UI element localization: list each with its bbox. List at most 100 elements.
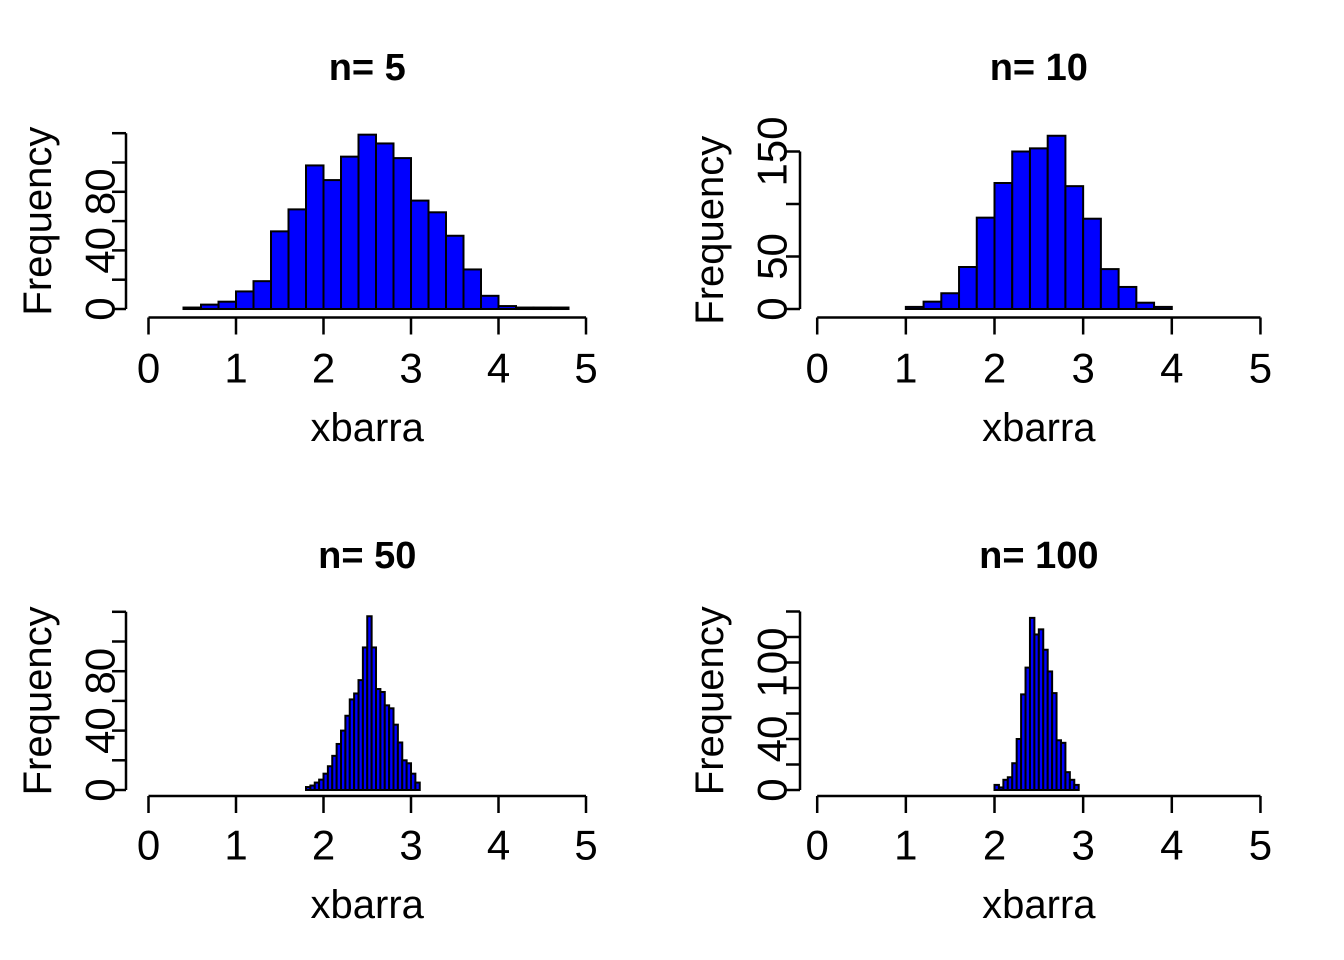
y-axis: 0 40 100: [749, 610, 802, 802]
histogram-bar: [1046, 134, 1067, 310]
histogram-bar: [182, 306, 202, 311]
histogram-bar: [414, 781, 421, 792]
x-axis: 0 1 2 3 4 5: [137, 316, 598, 392]
histogram-bar: [1064, 185, 1085, 310]
x-tick-label: 2: [312, 822, 335, 869]
x-axis: 0 1 2 3 4 5: [806, 794, 1272, 869]
histogram-svg-n5: 0 1 2 3 4 5 0 40 80 n= 5 xbarra Frequency: [16, 47, 598, 450]
y-tick-label: 50: [749, 233, 796, 280]
histogram-bar: [1135, 301, 1156, 311]
histogram-bar: [1059, 741, 1067, 791]
x-axis-title: xbarra: [311, 883, 425, 927]
panel-title: n= 100: [979, 535, 1098, 577]
histogram-bar: [550, 306, 570, 311]
x-tick-label: 0: [137, 822, 160, 869]
histogram-bar: [375, 142, 395, 310]
y-tick-label: 40: [77, 227, 124, 274]
x-tick-label: 5: [574, 822, 597, 869]
histogram-bar: [975, 216, 996, 310]
x-tick-label: 1: [224, 345, 247, 392]
histogram-bar: [410, 199, 430, 310]
x-tick-label: 4: [1160, 345, 1183, 392]
x-axis: 0 1 2 3 4 5: [137, 794, 598, 869]
histogram-bar: [904, 305, 925, 310]
y-tick-label: 80: [77, 168, 124, 215]
histogram-bar: [287, 208, 307, 311]
histogram-bar: [993, 182, 1014, 310]
histogram-bar: [922, 300, 943, 310]
y-tick-label: 0: [749, 297, 796, 320]
y-tick-label: 100: [749, 627, 796, 697]
histogram-bar: [427, 211, 447, 310]
x-tick-label: 1: [894, 822, 917, 869]
histogram-bar: [1028, 147, 1049, 310]
y-tick-label: 40: [749, 716, 796, 763]
x-tick-label: 0: [137, 345, 160, 392]
histogram-bar: [1011, 150, 1031, 310]
bars-group: [182, 133, 570, 311]
histogram-panel-n50: 0 1 2 3 4 5 0 40 80 n= 50 xbarra Frequency: [0, 480, 672, 960]
histogram-bar: [340, 155, 360, 310]
y-tick-label: 0: [77, 778, 124, 801]
y-axis-title: Frequency: [16, 127, 60, 316]
x-tick-label: 1: [894, 345, 917, 392]
y-tick-label: 0: [749, 778, 796, 801]
histogram-svg-n10: 0 1 2 3 4 5 0 50 150 n= 10 xbarra Frequency: [688, 47, 1272, 450]
x-tick-label: 0: [806, 345, 829, 392]
histogram-bar: [497, 305, 517, 311]
y-axis: 0 40 80: [77, 131, 128, 321]
histogram-bar: [445, 234, 465, 310]
x-tick-label: 5: [1249, 345, 1272, 392]
x-tick-label: 3: [1071, 345, 1094, 392]
histogram-bar: [532, 306, 552, 311]
x-tick-label: 2: [312, 345, 335, 392]
bars-group: [305, 615, 421, 792]
histogram-bar: [1099, 268, 1120, 311]
x-tick-label: 1: [224, 822, 247, 869]
y-axis-title: Frequency: [16, 606, 60, 795]
x-tick-label: 3: [399, 822, 422, 869]
y-tick-label: 40: [77, 707, 124, 754]
histogram-bar: [392, 157, 412, 310]
x-tick-label: 4: [487, 345, 510, 392]
y-tick-label: 0: [77, 297, 124, 320]
histogram-bar: [357, 133, 377, 310]
bars-group: [904, 134, 1173, 311]
x-tick-label: 5: [574, 345, 597, 392]
x-axis-title: xbarra: [982, 883, 1096, 927]
y-axis: 0 50 150: [749, 116, 802, 321]
histogram-bar: [217, 300, 237, 311]
panel-title: n= 5: [329, 47, 406, 89]
histogram-panel-n10: 0 1 2 3 4 5 0 50 150 n= 10 xbarra Frequency: [672, 0, 1344, 480]
x-tick-label: 3: [399, 345, 422, 392]
histogram-bar: [1073, 783, 1080, 791]
histogram-bar: [1153, 305, 1173, 310]
histogram-bar: [1082, 217, 1102, 310]
histogram-bar: [958, 266, 978, 310]
x-tick-label: 2: [983, 345, 1006, 392]
x-axis-title: xbarra: [311, 406, 425, 450]
panel-title: n= 50: [318, 535, 416, 577]
histogram-bar: [462, 268, 482, 310]
histogram-bar: [305, 164, 325, 310]
x-tick-label: 2: [983, 822, 1006, 869]
histogram-bar: [270, 230, 290, 311]
y-axis-title: Frequency: [688, 606, 732, 795]
x-tick-label: 4: [487, 822, 510, 869]
histogram-bar: [1117, 285, 1138, 311]
y-axis: 0 40 80: [77, 610, 128, 802]
x-tick-label: 5: [1249, 822, 1272, 869]
y-tick-label: 150: [749, 116, 796, 186]
histogram-panel-n100: 0 1 2 3 4 5 0 40 100 n= 100 xbarra Frequency: [672, 480, 1344, 960]
y-axis-title: Frequency: [688, 136, 732, 325]
bars-group: [993, 616, 1080, 792]
x-axis-title: xbarra: [982, 406, 1096, 450]
y-tick-label: 80: [77, 648, 124, 695]
x-tick-label: 3: [1071, 822, 1094, 869]
histogram-svg-n100: 0 1 2 3 4 5 0 40 100 n= 100 xbarra Frequency: [688, 535, 1272, 927]
histogram-bar: [940, 292, 961, 310]
x-axis: 0 1 2 3 4 5: [806, 316, 1272, 392]
panel-title: n= 10: [990, 47, 1088, 89]
x-tick-label: 0: [806, 822, 829, 869]
